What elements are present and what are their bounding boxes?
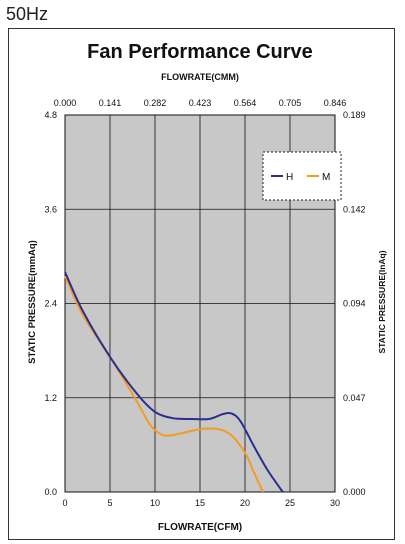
x2-tick-label: 0.423 <box>189 98 212 108</box>
x-tick-label: 20 <box>240 498 250 508</box>
bottom-axis-label: FLOWRATE(CFM) <box>158 522 242 533</box>
y2-tick-label: 0.000 <box>343 487 366 497</box>
y-tick-label: 2.4 <box>44 299 57 309</box>
x-tick-label: 15 <box>195 498 205 508</box>
y-tick-label: 1.2 <box>44 393 57 403</box>
x2-tick-label: 0.000 <box>54 98 77 108</box>
x2-tick-label: 0.564 <box>234 98 257 108</box>
y-tick-label: 4.8 <box>44 110 57 120</box>
y2-tick-label: 0.047 <box>343 393 366 403</box>
x-tick-label: 10 <box>150 498 160 508</box>
x-tick-label: 25 <box>285 498 295 508</box>
x2-tick-label: 0.705 <box>279 98 302 108</box>
left-axis-label: STATIC PRESSURE(mmAq) <box>27 240 38 364</box>
y-tick-label: 0.0 <box>44 487 57 497</box>
frequency-label: 50Hz <box>6 4 49 24</box>
x2-tick-label: 0.282 <box>144 98 167 108</box>
legend-label-h: H <box>286 172 293 183</box>
x2-tick-label: 0.846 <box>324 98 347 108</box>
x-tick-label: 0 <box>62 498 67 508</box>
legend-label-m: M <box>322 172 330 183</box>
y2-tick-label: 0.189 <box>343 110 366 120</box>
x-tick-label: 30 <box>330 498 340 508</box>
chart-title: Fan Performance Curve <box>87 41 313 63</box>
x2-tick-label: 0.141 <box>99 98 122 108</box>
curves <box>64 271 284 493</box>
series-line-h <box>64 271 284 493</box>
tick-labels: 0 5 10 15 20 25 300.000 0.141 0.282 0.423 0.564 0.7… <box>44 98 365 508</box>
right-axis-label: STATIC PRESSURE(InAq) <box>377 250 387 353</box>
y2-tick-label: 0.094 <box>343 299 366 309</box>
top-axis-label: FLOWRATE(CMM) <box>161 72 239 82</box>
x-tick-label: 5 <box>107 498 112 508</box>
y2-tick-label: 0.142 <box>343 204 366 214</box>
y-tick-label: 3.6 <box>44 204 57 214</box>
